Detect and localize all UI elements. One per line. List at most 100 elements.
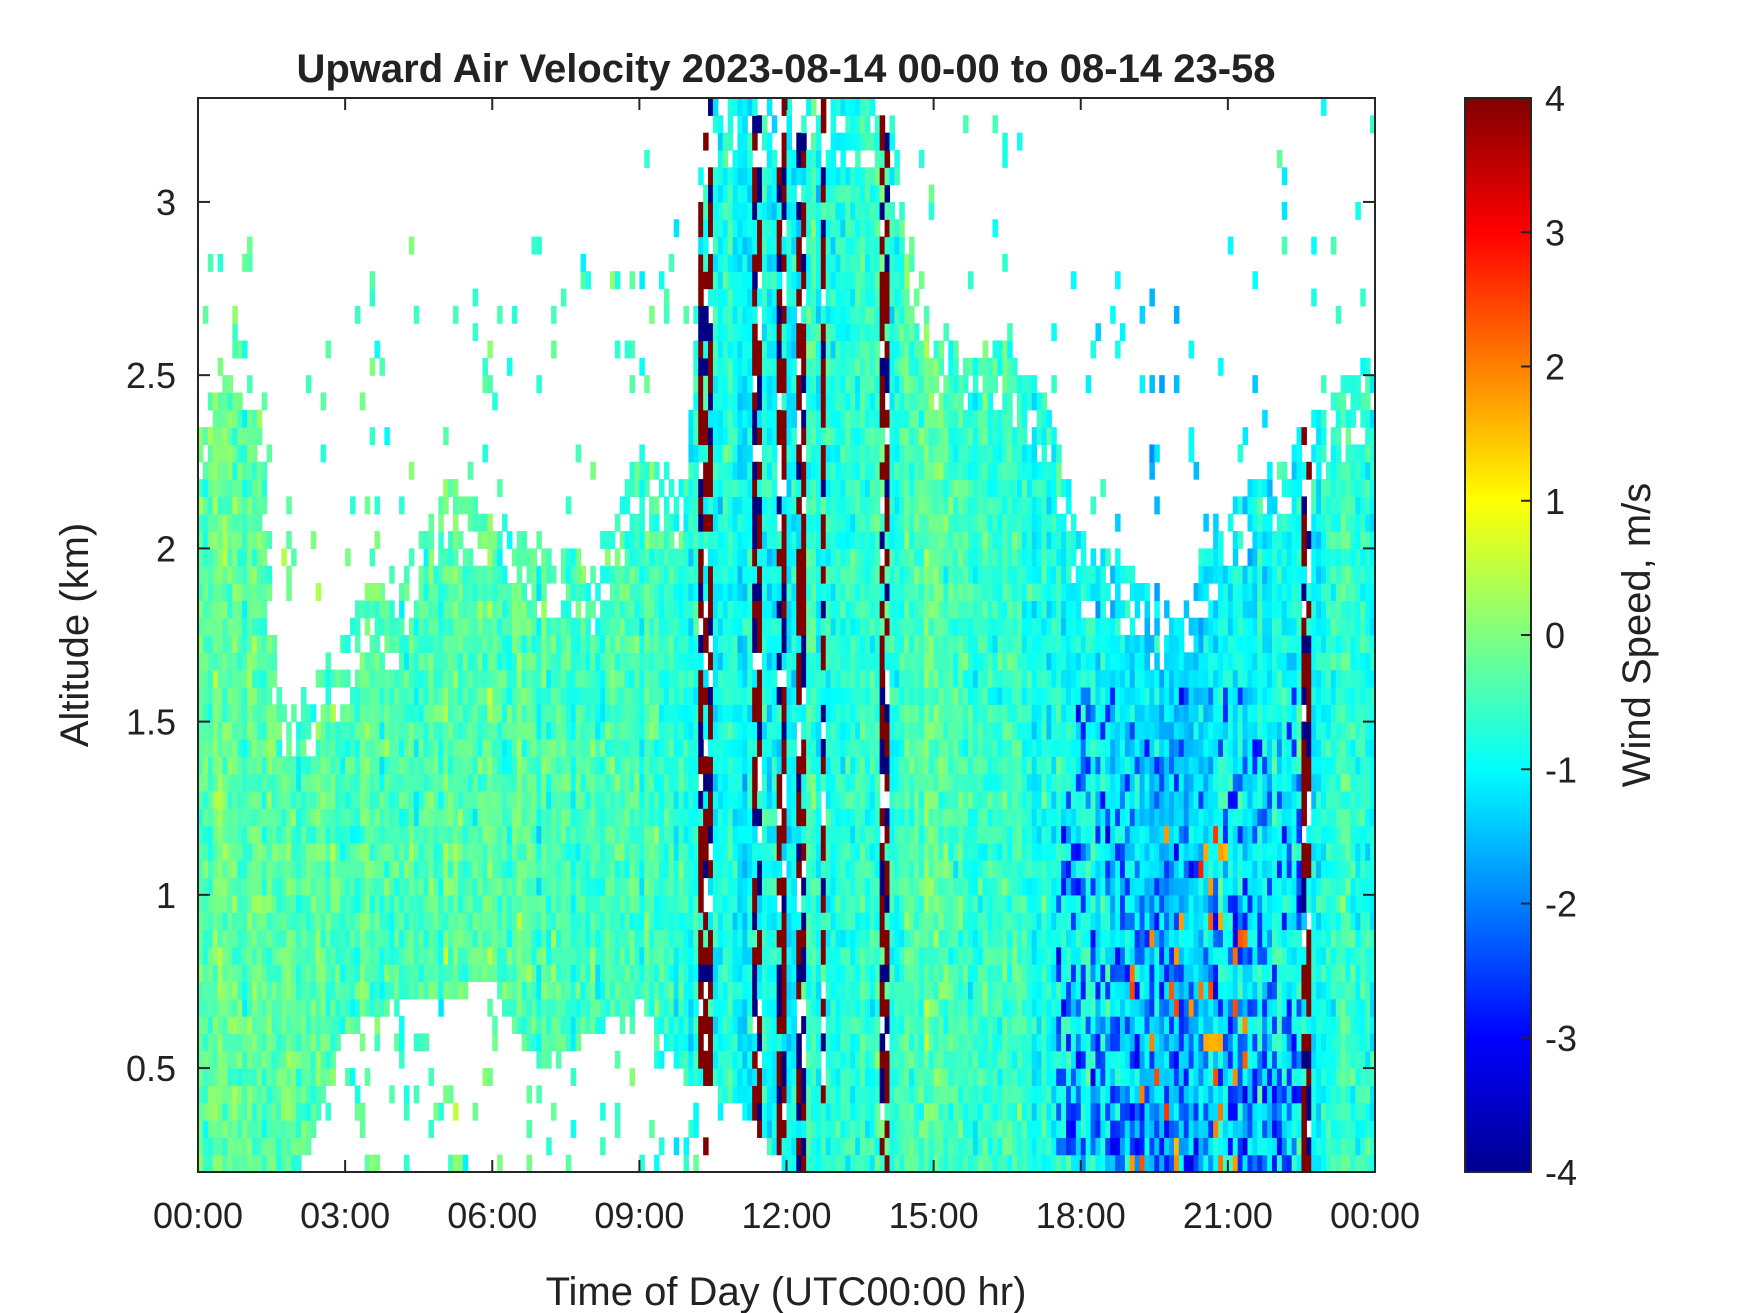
heatmap-cell (830, 305, 837, 324)
heatmap-cell (335, 738, 341, 757)
heatmap-cell (761, 288, 768, 307)
heatmap-cell (330, 756, 336, 775)
heatmap-cell (619, 583, 626, 601)
heatmap-cell (850, 271, 856, 290)
heatmap-cell (472, 738, 479, 757)
heatmap-cell (202, 1033, 209, 1052)
heatmap-cell (565, 790, 572, 809)
heatmap-cell (634, 964, 640, 983)
heatmap-cell (698, 704, 704, 723)
heatmap-cell (639, 790, 645, 809)
heatmap-cell (786, 201, 792, 220)
heatmap-cell (761, 686, 768, 705)
heatmap-cell (448, 721, 454, 740)
heatmap-cell (806, 565, 812, 584)
heatmap-cell (796, 1154, 802, 1172)
heatmap-cell (673, 721, 680, 740)
heatmap-cell (698, 635, 704, 653)
heatmap-cell (585, 721, 591, 740)
heatmap-cell (399, 877, 405, 896)
heatmap-cell (605, 929, 611, 948)
heatmap-cell (408, 860, 415, 879)
heatmap-cell (693, 1120, 699, 1138)
heatmap-cell (207, 548, 214, 567)
heatmap-cell (570, 894, 577, 913)
heatmap-cell (271, 964, 278, 983)
heatmap-cell (840, 479, 846, 498)
heatmap-cell (815, 704, 822, 723)
heatmap-cell (737, 548, 743, 567)
heatmap-cell (266, 808, 273, 827)
heatmap-cell (786, 1068, 792, 1086)
heatmap-cell (727, 981, 734, 1000)
heatmap-cell (703, 929, 709, 948)
heatmap-cell (624, 738, 631, 757)
heatmap-cell (737, 894, 743, 913)
heatmap-cell (521, 825, 528, 844)
heatmap-cell (703, 583, 709, 601)
heatmap-cell (526, 825, 533, 844)
heatmap-cell (830, 998, 837, 1017)
heatmap-cell (408, 461, 415, 480)
heatmap-cell (722, 808, 729, 827)
heatmap-cell (806, 548, 812, 567)
heatmap-cell (658, 756, 665, 775)
heatmap-cell (811, 652, 817, 671)
heatmap-cell (315, 912, 322, 931)
heatmap-cell (462, 686, 469, 705)
heatmap-cell (247, 929, 253, 948)
heatmap-cell (649, 912, 655, 931)
heatmap-cell (551, 1016, 557, 1035)
heatmap-cell (752, 479, 758, 498)
heatmap-cell (526, 1120, 533, 1138)
heatmap-cell (300, 1120, 307, 1138)
heatmap-cell (742, 340, 748, 359)
heatmap-cell (801, 253, 807, 272)
heatmap-cell (237, 686, 243, 705)
heatmap-cell (300, 756, 307, 775)
heatmap-cell (266, 860, 273, 879)
heatmap-cell (237, 929, 243, 948)
heatmap-cell (845, 635, 851, 653)
heatmap-cell (575, 756, 582, 775)
heatmap-cell (541, 894, 547, 913)
heatmap-cell (374, 1033, 381, 1052)
heatmap-cell (796, 929, 802, 948)
heatmap-cell (752, 756, 758, 775)
heatmap-cell (423, 565, 430, 584)
heatmap-cell (350, 842, 356, 861)
heatmap-cell (850, 513, 856, 532)
heatmap-cell (443, 669, 449, 688)
heatmap-cell (242, 635, 248, 653)
heatmap-cell (585, 929, 591, 948)
heatmap-cell (840, 981, 846, 1000)
heatmap-cell (217, 635, 224, 653)
heatmap-cell (761, 669, 768, 688)
heatmap-cell (256, 1033, 263, 1052)
heatmap-cell (791, 877, 797, 896)
heatmap-cell (605, 669, 611, 688)
heatmap-cell (359, 686, 366, 705)
heatmap-cell (757, 201, 763, 220)
heatmap-cell (222, 479, 229, 498)
heatmap-cell (732, 565, 739, 584)
heatmap-cell (438, 894, 444, 913)
heatmap-cell (453, 513, 459, 532)
heatmap-cell (232, 323, 238, 342)
heatmap-cell (766, 496, 773, 515)
heatmap-cell (845, 773, 851, 792)
heatmap-cell (752, 253, 758, 272)
heatmap-cell (570, 1016, 577, 1035)
heatmap-cell (776, 1050, 783, 1069)
heatmap-cell (202, 565, 209, 584)
heatmap-cell (198, 548, 204, 567)
heatmap-cell (771, 236, 778, 255)
heatmap-cell (845, 98, 851, 116)
heatmap-cell (757, 1016, 763, 1035)
heatmap-cell (600, 894, 606, 913)
heatmap-cell (840, 600, 846, 619)
heatmap-cell (560, 600, 567, 619)
heatmap-cell (649, 929, 655, 948)
heatmap-cell (237, 617, 243, 636)
heatmap-cell (300, 877, 307, 896)
